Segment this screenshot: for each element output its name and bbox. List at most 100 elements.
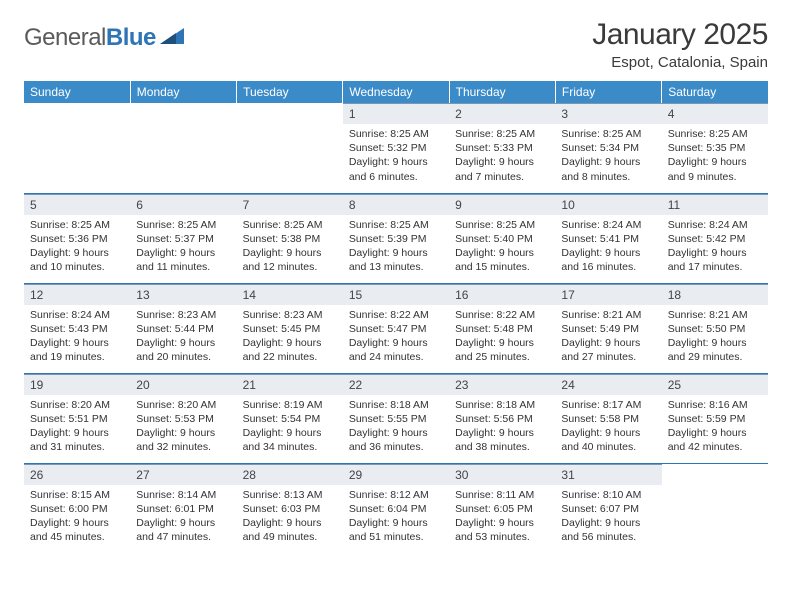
calendar-cell xyxy=(24,103,130,193)
day-content: Sunrise: 8:24 AMSunset: 5:42 PMDaylight:… xyxy=(662,215,768,281)
title-block: January 2025 Espot, Catalonia, Spain xyxy=(592,18,768,71)
calendar-cell: 2Sunrise: 8:25 AMSunset: 5:33 PMDaylight… xyxy=(449,103,555,193)
calendar-cell: 16Sunrise: 8:22 AMSunset: 5:48 PMDayligh… xyxy=(449,283,555,373)
day-number: 21 xyxy=(237,374,343,395)
location-text: Espot, Catalonia, Spain xyxy=(592,54,768,71)
calendar-table: Sunday Monday Tuesday Wednesday Thursday… xyxy=(24,81,768,553)
calendar-cell: 17Sunrise: 8:21 AMSunset: 5:49 PMDayligh… xyxy=(555,283,661,373)
calendar-cell: 26Sunrise: 8:15 AMSunset: 6:00 PMDayligh… xyxy=(24,463,130,553)
weekday-header: Friday xyxy=(555,81,661,103)
day-content: Sunrise: 8:24 AMSunset: 5:43 PMDaylight:… xyxy=(24,305,130,371)
day-content: Sunrise: 8:25 AMSunset: 5:35 PMDaylight:… xyxy=(662,124,768,190)
weekday-header: Sunday xyxy=(24,81,130,103)
day-number: 12 xyxy=(24,284,130,305)
calendar-cell: 14Sunrise: 8:23 AMSunset: 5:45 PMDayligh… xyxy=(237,283,343,373)
calendar-cell: 18Sunrise: 8:21 AMSunset: 5:50 PMDayligh… xyxy=(662,283,768,373)
weekday-header-row: Sunday Monday Tuesday Wednesday Thursday… xyxy=(24,81,768,103)
logo-word2: Blue xyxy=(106,24,156,51)
day-number: 24 xyxy=(555,374,661,395)
day-number: 4 xyxy=(662,103,768,124)
calendar-week-row: 12Sunrise: 8:24 AMSunset: 5:43 PMDayligh… xyxy=(24,283,768,373)
day-number: 5 xyxy=(24,194,130,215)
day-content: Sunrise: 8:10 AMSunset: 6:07 PMDaylight:… xyxy=(555,485,661,551)
calendar-cell: 3Sunrise: 8:25 AMSunset: 5:34 PMDaylight… xyxy=(555,103,661,193)
calendar-cell: 10Sunrise: 8:24 AMSunset: 5:41 PMDayligh… xyxy=(555,193,661,283)
day-content: Sunrise: 8:22 AMSunset: 5:47 PMDaylight:… xyxy=(343,305,449,371)
logo-triangle-icon xyxy=(160,27,186,50)
calendar-cell: 5Sunrise: 8:25 AMSunset: 5:36 PMDaylight… xyxy=(24,193,130,283)
calendar-cell: 13Sunrise: 8:23 AMSunset: 5:44 PMDayligh… xyxy=(130,283,236,373)
day-number: 16 xyxy=(449,284,555,305)
day-content: Sunrise: 8:12 AMSunset: 6:04 PMDaylight:… xyxy=(343,485,449,551)
calendar-week-row: 1Sunrise: 8:25 AMSunset: 5:32 PMDaylight… xyxy=(24,103,768,193)
logo-word1: General xyxy=(24,24,106,51)
day-number: 17 xyxy=(555,284,661,305)
calendar-cell: 19Sunrise: 8:20 AMSunset: 5:51 PMDayligh… xyxy=(24,373,130,463)
day-number: 22 xyxy=(343,374,449,395)
day-number: 26 xyxy=(24,464,130,485)
day-content: Sunrise: 8:23 AMSunset: 5:44 PMDaylight:… xyxy=(130,305,236,371)
day-content: Sunrise: 8:20 AMSunset: 5:51 PMDaylight:… xyxy=(24,395,130,461)
calendar-cell: 4Sunrise: 8:25 AMSunset: 5:35 PMDaylight… xyxy=(662,103,768,193)
day-content: Sunrise: 8:25 AMSunset: 5:40 PMDaylight:… xyxy=(449,215,555,281)
day-content: Sunrise: 8:19 AMSunset: 5:54 PMDaylight:… xyxy=(237,395,343,461)
day-content: Sunrise: 8:18 AMSunset: 5:55 PMDaylight:… xyxy=(343,395,449,461)
day-content: Sunrise: 8:25 AMSunset: 5:36 PMDaylight:… xyxy=(24,215,130,281)
calendar-cell xyxy=(130,103,236,193)
calendar-cell: 8Sunrise: 8:25 AMSunset: 5:39 PMDaylight… xyxy=(343,193,449,283)
calendar-week-row: 26Sunrise: 8:15 AMSunset: 6:00 PMDayligh… xyxy=(24,463,768,553)
day-content: Sunrise: 8:24 AMSunset: 5:41 PMDaylight:… xyxy=(555,215,661,281)
calendar-cell: 23Sunrise: 8:18 AMSunset: 5:56 PMDayligh… xyxy=(449,373,555,463)
day-number: 8 xyxy=(343,194,449,215)
day-content: Sunrise: 8:25 AMSunset: 5:32 PMDaylight:… xyxy=(343,124,449,190)
calendar-week-row: 19Sunrise: 8:20 AMSunset: 5:51 PMDayligh… xyxy=(24,373,768,463)
day-number: 18 xyxy=(662,284,768,305)
logo-text: GeneralBlue xyxy=(24,24,156,52)
day-number: 31 xyxy=(555,464,661,485)
day-content: Sunrise: 8:21 AMSunset: 5:49 PMDaylight:… xyxy=(555,305,661,371)
day-number: 14 xyxy=(237,284,343,305)
calendar-cell xyxy=(237,103,343,193)
day-number: 9 xyxy=(449,194,555,215)
calendar-week-row: 5Sunrise: 8:25 AMSunset: 5:36 PMDaylight… xyxy=(24,193,768,283)
calendar-cell: 25Sunrise: 8:16 AMSunset: 5:59 PMDayligh… xyxy=(662,373,768,463)
calendar-cell: 12Sunrise: 8:24 AMSunset: 5:43 PMDayligh… xyxy=(24,283,130,373)
month-title: January 2025 xyxy=(592,18,768,52)
calendar-cell: 9Sunrise: 8:25 AMSunset: 5:40 PMDaylight… xyxy=(449,193,555,283)
calendar-cell: 11Sunrise: 8:24 AMSunset: 5:42 PMDayligh… xyxy=(662,193,768,283)
day-content: Sunrise: 8:13 AMSunset: 6:03 PMDaylight:… xyxy=(237,485,343,551)
calendar-cell: 30Sunrise: 8:11 AMSunset: 6:05 PMDayligh… xyxy=(449,463,555,553)
day-number: 23 xyxy=(449,374,555,395)
calendar-cell: 6Sunrise: 8:25 AMSunset: 5:37 PMDaylight… xyxy=(130,193,236,283)
day-content: Sunrise: 8:25 AMSunset: 5:38 PMDaylight:… xyxy=(237,215,343,281)
day-content: Sunrise: 8:18 AMSunset: 5:56 PMDaylight:… xyxy=(449,395,555,461)
day-number: 15 xyxy=(343,284,449,305)
day-number: 13 xyxy=(130,284,236,305)
day-content: Sunrise: 8:25 AMSunset: 5:34 PMDaylight:… xyxy=(555,124,661,190)
day-number: 7 xyxy=(237,194,343,215)
day-number: 10 xyxy=(555,194,661,215)
calendar-cell: 29Sunrise: 8:12 AMSunset: 6:04 PMDayligh… xyxy=(343,463,449,553)
weekday-header: Saturday xyxy=(662,81,768,103)
day-number: 28 xyxy=(237,464,343,485)
calendar-cell: 31Sunrise: 8:10 AMSunset: 6:07 PMDayligh… xyxy=(555,463,661,553)
day-content: Sunrise: 8:22 AMSunset: 5:48 PMDaylight:… xyxy=(449,305,555,371)
calendar-cell: 7Sunrise: 8:25 AMSunset: 5:38 PMDaylight… xyxy=(237,193,343,283)
day-number: 1 xyxy=(343,103,449,124)
calendar-cell: 1Sunrise: 8:25 AMSunset: 5:32 PMDaylight… xyxy=(343,103,449,193)
day-number: 19 xyxy=(24,374,130,395)
page-header: GeneralBlue January 2025 Espot, Cataloni… xyxy=(24,18,768,71)
weekday-header: Thursday xyxy=(449,81,555,103)
day-number: 6 xyxy=(130,194,236,215)
day-number: 20 xyxy=(130,374,236,395)
day-content: Sunrise: 8:23 AMSunset: 5:45 PMDaylight:… xyxy=(237,305,343,371)
day-number: 30 xyxy=(449,464,555,485)
day-number: 25 xyxy=(662,374,768,395)
day-number: 29 xyxy=(343,464,449,485)
weekday-header: Tuesday xyxy=(237,81,343,103)
calendar-cell: 21Sunrise: 8:19 AMSunset: 5:54 PMDayligh… xyxy=(237,373,343,463)
calendar-cell: 15Sunrise: 8:22 AMSunset: 5:47 PMDayligh… xyxy=(343,283,449,373)
weekday-header: Monday xyxy=(130,81,236,103)
day-number: 2 xyxy=(449,103,555,124)
calendar-cell: 27Sunrise: 8:14 AMSunset: 6:01 PMDayligh… xyxy=(130,463,236,553)
